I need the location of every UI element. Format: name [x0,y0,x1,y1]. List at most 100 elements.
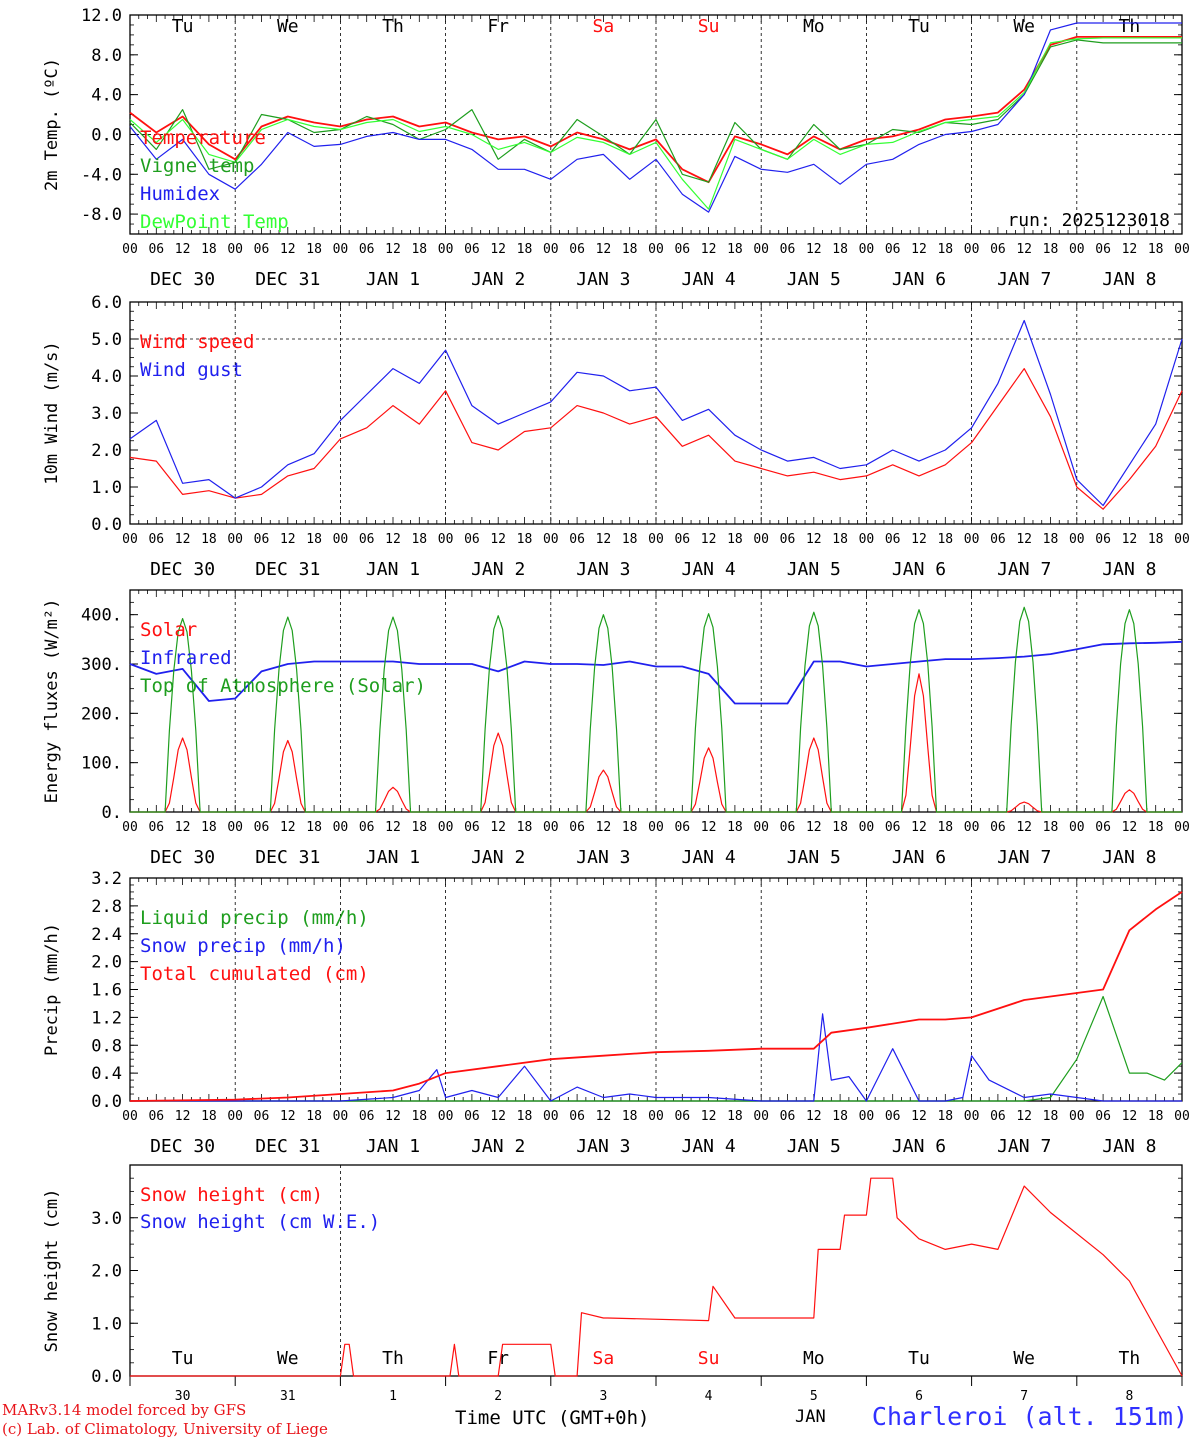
date-label: JAN 4 [682,559,736,580]
hour-label: 12 [1122,242,1138,257]
hour-label: 06 [359,1109,375,1124]
date-label: JAN 7 [997,847,1051,868]
hour-label: 00 [438,820,454,835]
hour-label: 18 [727,532,743,547]
hour-label: 12 [701,532,717,547]
hour-label: 12 [1122,1109,1138,1124]
hour-label: 00 [122,532,138,547]
hour-label: 18 [727,242,743,257]
hour-label: 18 [201,820,217,835]
day-number-label: 30 [175,1389,191,1404]
hour-label: 00 [333,242,349,257]
y-tick-label: 2.0 [91,1262,122,1282]
hour-label: 06 [569,1109,585,1124]
hour-label: 00 [543,1109,559,1124]
hour-label: 12 [701,820,717,835]
y-tick-label: 1.0 [91,1314,122,1334]
hour-label: 00 [122,1109,138,1124]
time-axis-label: Time UTC (GMT+0h) [455,1407,650,1429]
y-axis-title: 2m Temp. (ºC) [42,58,62,191]
hour-label: 00 [753,532,769,547]
hour-label: 12 [701,242,717,257]
y-tick-label: 1.2 [91,1008,122,1028]
weekday-label: We [277,16,299,37]
weekday-label: Mo [803,1348,825,1369]
hour-label: 06 [148,820,164,835]
lab-credit: (c) Lab. of Climatology, University of L… [2,1420,328,1438]
hour-label: 06 [464,242,480,257]
y-axis-title: Energy fluxes (W/m²) [42,599,62,804]
series-temperature [129,36,1182,184]
hour-label: 12 [806,242,822,257]
hour-label: 06 [1095,532,1111,547]
hour-label: 00 [1069,532,1085,547]
hour-label: 18 [1148,532,1164,547]
legend-entry: Liquid precip (mm/h) [140,907,369,929]
hour-label: 06 [674,242,690,257]
hour-label: 12 [1122,820,1138,835]
hour-label: 00 [859,242,875,257]
hour-label: 06 [990,242,1006,257]
hour-label: 12 [1016,820,1032,835]
hour-label: 00 [227,242,243,257]
panel-precip: 0.0 0.4 0.8 1.2 1.6 2.0 2.4 2.8 3.2 Precip (mm/h)… [42,869,1190,1157]
hour-label: 06 [674,820,690,835]
hour-label: 12 [701,1109,717,1124]
day-number-label: 2 [494,1389,502,1404]
hour-label: 12 [911,242,927,257]
weekday-label: Sa [593,16,615,37]
hour-label: 18 [727,820,743,835]
hour-label: 00 [227,820,243,835]
hour-label: 12 [280,1109,296,1124]
hour-label: 18 [517,820,533,835]
weekday-label: Th [1119,16,1141,37]
weekday-label: Tu [172,16,194,37]
y-tick-label: -8.0 [81,205,122,225]
hour-label: 18 [517,532,533,547]
hour-label: 12 [596,532,612,547]
series-liquid-precip-mm-h- [130,995,1183,1102]
weekday-label: We [1013,16,1035,37]
hour-label: 06 [780,1109,796,1124]
date-label: JAN 3 [576,559,630,580]
hour-label: 00 [333,1109,349,1124]
series-total-cumulated-cm- [129,891,1183,1102]
hour-label: 12 [175,1109,191,1124]
series-top-of-atmosphere-solar- [130,606,1182,813]
hour-label: 00 [859,820,875,835]
hour-label: 06 [990,1109,1006,1124]
hour-label: 06 [464,1109,480,1124]
hour-label: 12 [911,820,927,835]
weekday-label: Tu [172,1348,194,1369]
weekday-label: We [1013,1348,1035,1369]
date-label: JAN 6 [892,847,946,868]
y-tick-label: -4.0 [81,165,122,185]
hour-label: 12 [385,1109,401,1124]
hour-label: 06 [148,532,164,547]
hour-label: 00 [753,242,769,257]
hour-label: 18 [727,1109,743,1124]
date-label: JAN 3 [576,847,630,868]
y-axis-title: Snow height (cm) [42,1189,62,1353]
y-tick-label: 1.0 [91,478,122,498]
day-number-label: 7 [1020,1389,1028,1404]
y-tick-label: 100. [81,754,122,774]
hour-label: 06 [148,1109,164,1124]
hour-label: 18 [832,820,848,835]
series-wind-gust [129,319,1183,507]
hour-label: 00 [1069,1109,1085,1124]
hour-label: 12 [1122,532,1138,547]
weekday-label: Th [1119,1348,1141,1369]
date-label: JAN 4 [682,847,736,868]
legend-entry: Total cumulated (cm) [140,963,369,985]
hour-label: 00 [333,532,349,547]
hour-label: 12 [1016,532,1032,547]
date-label: JAN 5 [787,1136,841,1157]
hour-label: 18 [622,532,638,547]
weekday-label: Su [698,16,720,37]
hour-label: 06 [1095,242,1111,257]
hour-label: 06 [254,1109,270,1124]
hour-label: 00 [227,532,243,547]
date-label: JAN 1 [366,1136,420,1157]
y-tick-label: 4.0 [91,367,122,387]
